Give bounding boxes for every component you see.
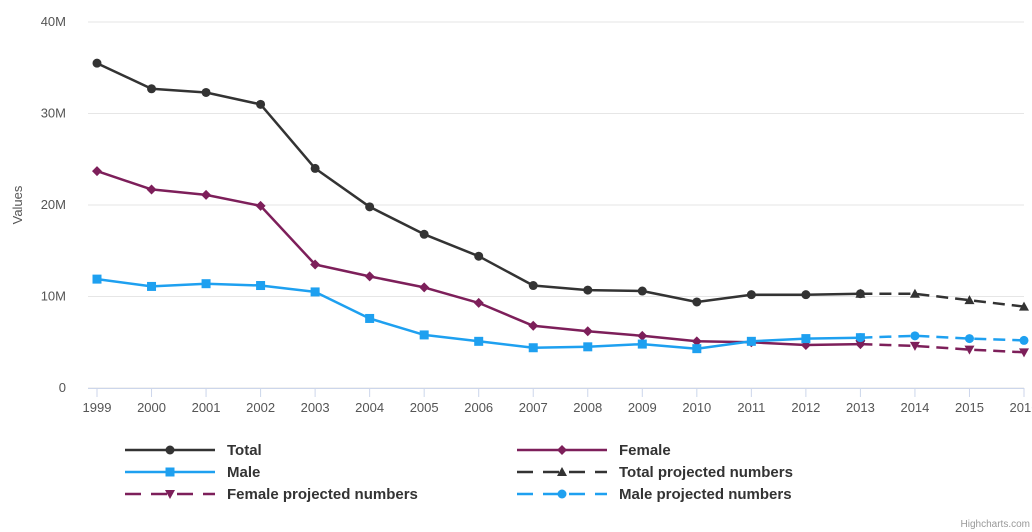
data-point — [419, 229, 429, 239]
data-point — [582, 326, 593, 337]
credits-text[interactable]: Highcharts.com — [961, 519, 1030, 530]
x-tick-label: 1999 — [83, 400, 112, 415]
data-point — [692, 297, 702, 307]
x-tick-label: 2011 — [737, 400, 765, 415]
legend-label: Male — [227, 464, 260, 481]
series-line — [860, 334, 1025, 342]
data-point — [910, 331, 920, 341]
data-point — [146, 184, 157, 195]
x-tick-label: 2005 — [410, 400, 439, 415]
series-group — [92, 58, 1029, 358]
data-point — [201, 189, 212, 200]
legend-label: Total projected numbers — [619, 464, 793, 481]
data-point — [855, 333, 865, 343]
legend: Total Female Male Total projected numbers Fe… — [125, 442, 793, 503]
legend-label: Female — [619, 442, 671, 459]
data-point — [801, 334, 811, 344]
legend-label: Total — [227, 442, 262, 459]
data-point — [255, 200, 266, 211]
data-point — [1019, 348, 1029, 358]
data-point — [1019, 335, 1029, 345]
data-point — [92, 274, 102, 284]
series-line — [860, 292, 1025, 308]
data-point — [528, 281, 538, 291]
x-tick-label: 2009 — [628, 400, 657, 415]
legend-label: Male projected numbers — [619, 486, 792, 503]
series-line — [860, 342, 1025, 354]
data-point — [964, 295, 975, 305]
data-point — [964, 345, 975, 355]
data-point — [909, 341, 920, 351]
data-point — [365, 202, 375, 212]
x-tick-label: 2002 — [246, 400, 275, 415]
data-point — [746, 336, 756, 346]
x-tick-label: 2016 — [1010, 400, 1032, 415]
data-point — [419, 330, 429, 340]
x-tick-label: 2008 — [573, 400, 602, 415]
data-point — [964, 334, 974, 344]
data-point — [147, 84, 157, 94]
y-tick-label: 20M — [41, 197, 66, 212]
data-point — [637, 330, 648, 341]
data-point — [201, 279, 211, 289]
x-tick-label: 2000 — [137, 400, 166, 415]
data-point — [528, 320, 539, 331]
x-tick-label: 2007 — [519, 400, 548, 415]
legend-marker — [165, 445, 175, 455]
legend-marker — [165, 490, 175, 499]
data-point — [256, 281, 266, 291]
x-tick-label: 2006 — [464, 400, 493, 415]
data-point — [365, 313, 375, 323]
data-point — [147, 281, 157, 291]
data-point — [528, 343, 538, 353]
data-point — [310, 259, 321, 270]
x-tick-label: 2003 — [301, 400, 330, 415]
data-point — [256, 99, 266, 109]
y-tick-label: 0 — [59, 380, 66, 395]
x-tick-label: 2015 — [955, 400, 984, 415]
data-point — [310, 163, 320, 173]
data-point — [855, 340, 866, 350]
data-point — [201, 87, 211, 97]
data-point — [746, 290, 756, 300]
legend-marker — [165, 467, 175, 477]
data-point — [92, 166, 102, 177]
data-point — [474, 251, 484, 261]
legend-label: Female projected numbers — [227, 486, 418, 503]
x-tick-label: 2001 — [192, 400, 221, 415]
data-point — [583, 285, 593, 295]
data-point — [583, 342, 593, 352]
data-point — [92, 58, 102, 68]
data-point — [1019, 301, 1029, 311]
y-tick-label: 30M — [41, 106, 66, 121]
data-point — [364, 271, 375, 282]
y-axis-title: Values — [10, 185, 25, 224]
x-tick-label: 2014 — [900, 400, 929, 415]
data-point — [419, 282, 430, 293]
series-line — [96, 62, 861, 304]
data-point — [801, 290, 811, 300]
y-axis: 0 10M 20M 30M 40M — [41, 14, 66, 395]
x-tick-label: 2004 — [355, 400, 384, 415]
x-axis: 1999 2000 2001 2002 2003 2004 2005 2006 2007 2008… — [83, 388, 1032, 415]
legend-marker — [557, 467, 567, 476]
data-point — [909, 288, 920, 298]
data-point — [637, 286, 647, 296]
data-point — [310, 287, 320, 297]
legend-marker — [557, 489, 567, 499]
legend-marker — [557, 445, 567, 455]
x-tick-label: 2013 — [846, 400, 875, 415]
data-point — [474, 336, 484, 346]
data-point — [855, 288, 866, 298]
x-tick-label: 2010 — [682, 400, 711, 415]
y-tick-label: 40M — [41, 14, 66, 29]
data-point — [473, 297, 484, 308]
grid-lines — [88, 21, 1024, 389]
x-tick-label: 2012 — [791, 400, 820, 415]
data-point — [692, 344, 702, 354]
data-point — [637, 339, 647, 349]
data-point — [691, 336, 702, 347]
y-tick-label: 10M — [41, 289, 66, 304]
